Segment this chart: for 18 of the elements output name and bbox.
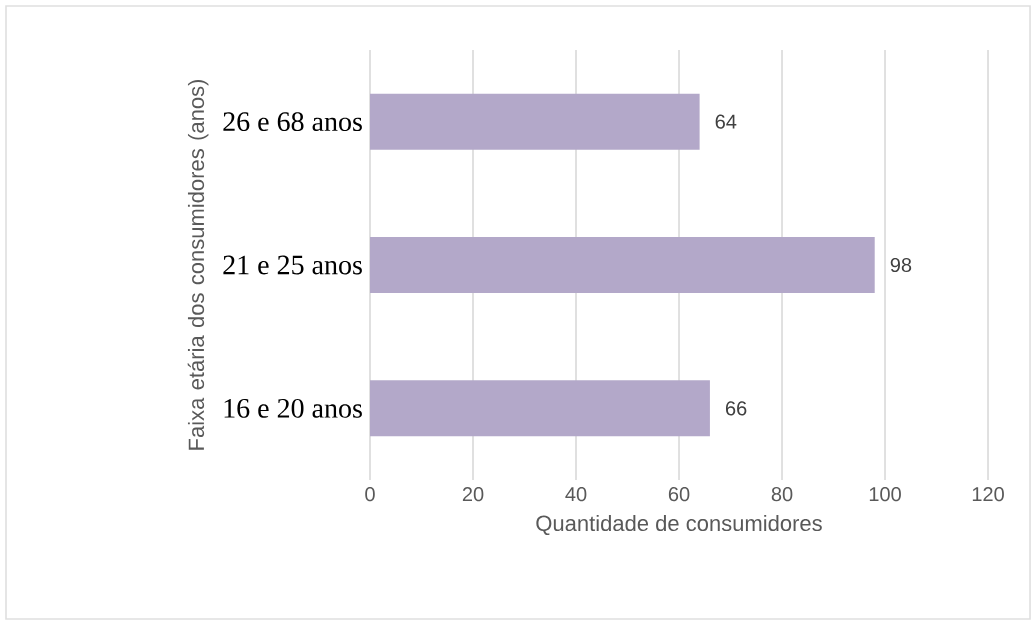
x-tick-label: 20 bbox=[462, 487, 484, 502]
data-label: 98 bbox=[890, 257, 912, 273]
bar bbox=[370, 237, 875, 293]
y-tick-label: 26 e 68 anos bbox=[223, 112, 362, 132]
x-tick-label: 100 bbox=[869, 487, 901, 502]
x-axis-title: Quantidade de consumidores bbox=[536, 514, 822, 536]
x-tick-label: 60 bbox=[668, 487, 690, 502]
x-tick-label: 0 bbox=[365, 487, 375, 502]
x-tick-label: 80 bbox=[771, 487, 793, 502]
data-label: 66 bbox=[725, 401, 747, 416]
y-tick-label: 21 e 25 anos bbox=[223, 255, 362, 275]
x-tick-label: 40 bbox=[565, 487, 587, 502]
data-label: 64 bbox=[715, 114, 737, 129]
y-tick-label: 16 e 20 anos bbox=[224, 398, 362, 418]
bar bbox=[370, 380, 710, 437]
x-tick-label: 120 bbox=[972, 487, 1004, 502]
bar bbox=[370, 93, 700, 150]
y-axis-title: Faixa etária dos consumidores (anos) bbox=[187, 79, 209, 450]
